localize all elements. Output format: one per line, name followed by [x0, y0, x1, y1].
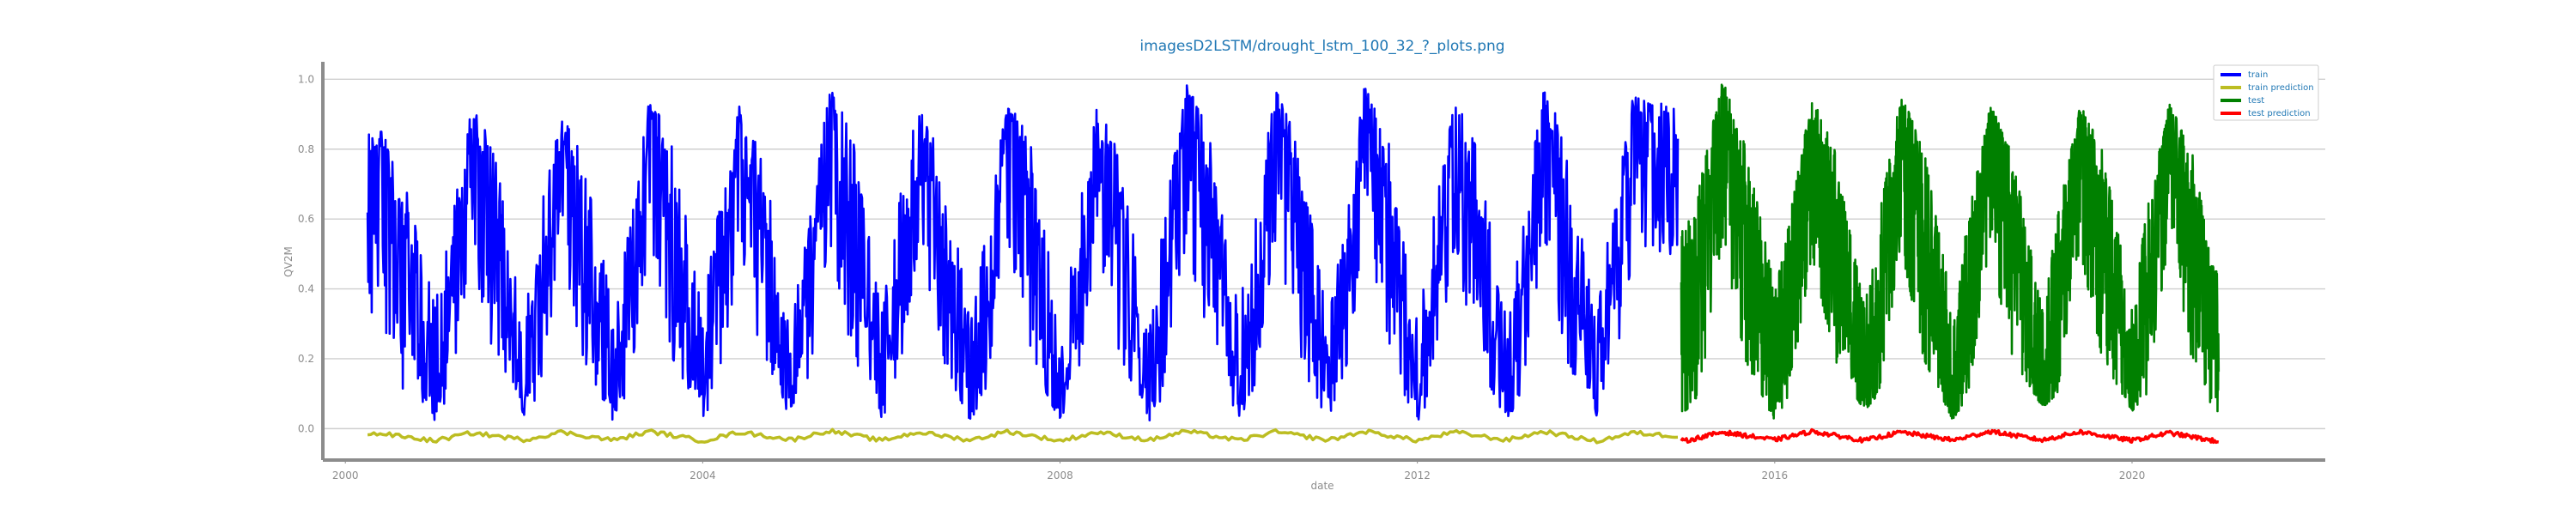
series-line-train: [366, 84, 1680, 421]
series-group: [366, 83, 2221, 445]
legend-label-test: test: [2248, 96, 2264, 106]
y-tick-labels: 0.0 0.2 0.4 0.6 0.8 1.0: [298, 73, 314, 434]
series-line-test-prediction: [1680, 427, 2220, 445]
y-tick-label: 0.0: [298, 422, 314, 434]
y-axis-label: QV2M: [283, 246, 295, 277]
x-tick-label: 2012: [1404, 470, 1431, 482]
x-tick-label: 2008: [1047, 470, 1073, 482]
legend-label-train: train: [2248, 70, 2268, 80]
x-axis-label: date: [1310, 480, 1334, 492]
series-line-test: [1680, 83, 2221, 420]
chart-title: imagesD2LSTM/drought_lstm_100_32_?_plots…: [1139, 38, 1504, 55]
y-tick-label: 0.6: [298, 213, 314, 225]
x-tick-label: 2020: [2119, 470, 2146, 482]
x-tick-label: 2004: [690, 470, 716, 482]
legend-label-train-prediction: train prediction: [2248, 83, 2314, 93]
y-tick-label: 0.4: [298, 283, 314, 295]
legend-label-test-prediction: test prediction: [2248, 109, 2311, 118]
x-tick-labels: 2000 2004 2008 2012 2016 2020: [332, 460, 2145, 482]
y-tick-label: 1.0: [298, 73, 314, 85]
y-tick-label: 0.8: [298, 143, 314, 155]
x-tick-label: 2000: [332, 470, 359, 482]
series-line-train-prediction: [367, 427, 1679, 445]
y-tick-label: 0.2: [298, 353, 314, 365]
legend-frame: [2213, 64, 2319, 121]
legend: train train prediction test test predict…: [2213, 64, 2319, 121]
x-tick-label: 2016: [1762, 470, 1789, 482]
